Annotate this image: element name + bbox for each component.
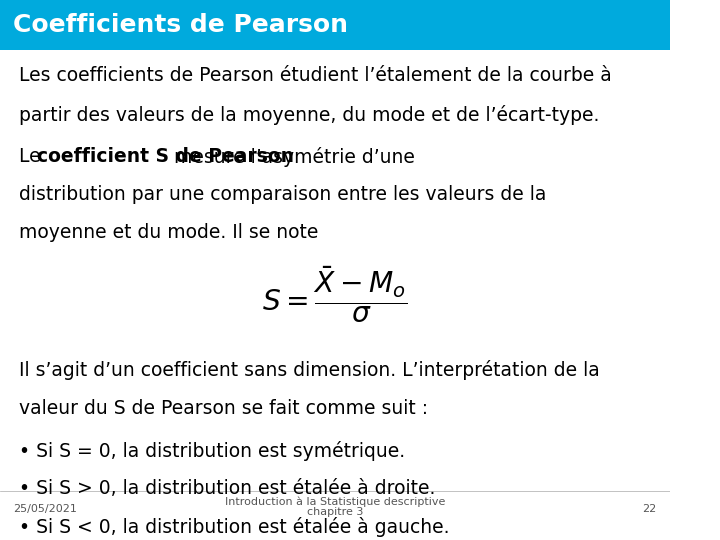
Text: 22: 22 [642, 504, 656, 514]
Text: valeur du S de Pearson se fait comme suit :: valeur du S de Pearson se fait comme sui… [19, 399, 428, 417]
Text: distribution par une comparaison entre les valeurs de la: distribution par une comparaison entre l… [19, 185, 546, 204]
Text: 25/05/2021: 25/05/2021 [14, 504, 77, 514]
Text: Coefficients de Pearson: Coefficients de Pearson [14, 13, 348, 37]
Text: Introduction à la Statistique descriptive: Introduction à la Statistique descriptiv… [225, 496, 445, 507]
Text: • Si S > 0, la distribution est étalée à droite.: • Si S > 0, la distribution est étalée à… [19, 479, 435, 498]
Text: chapitre 3: chapitre 3 [307, 507, 363, 517]
FancyBboxPatch shape [0, 0, 670, 50]
Text: • Si S = 0, la distribution est symétrique.: • Si S = 0, la distribution est symétriq… [19, 441, 405, 461]
Text: • Si S < 0, la distribution est étalée à gauche.: • Si S < 0, la distribution est étalée à… [19, 517, 449, 537]
Text: $S = \dfrac{\bar{X} - M_o}{\sigma}$: $S = \dfrac{\bar{X} - M_o}{\sigma}$ [262, 265, 408, 325]
Text: partir des valeurs de la moyenne, du mode et de l’écart-type.: partir des valeurs de la moyenne, du mod… [19, 105, 599, 125]
Text: Les coefficients de Pearson étudient l’étalement de la courbe à: Les coefficients de Pearson étudient l’é… [19, 66, 611, 85]
Text: mesure l’asymétrie d’une: mesure l’asymétrie d’une [168, 146, 415, 166]
Text: moyenne et du mode. Il se note: moyenne et du mode. Il se note [19, 223, 318, 242]
Text: Le: Le [19, 146, 46, 166]
Text: Il s’agit d’un coefficient sans dimension. L’interprétation de la: Il s’agit d’un coefficient sans dimensio… [19, 361, 600, 381]
Text: coefficient S de Pearson: coefficient S de Pearson [37, 146, 294, 166]
